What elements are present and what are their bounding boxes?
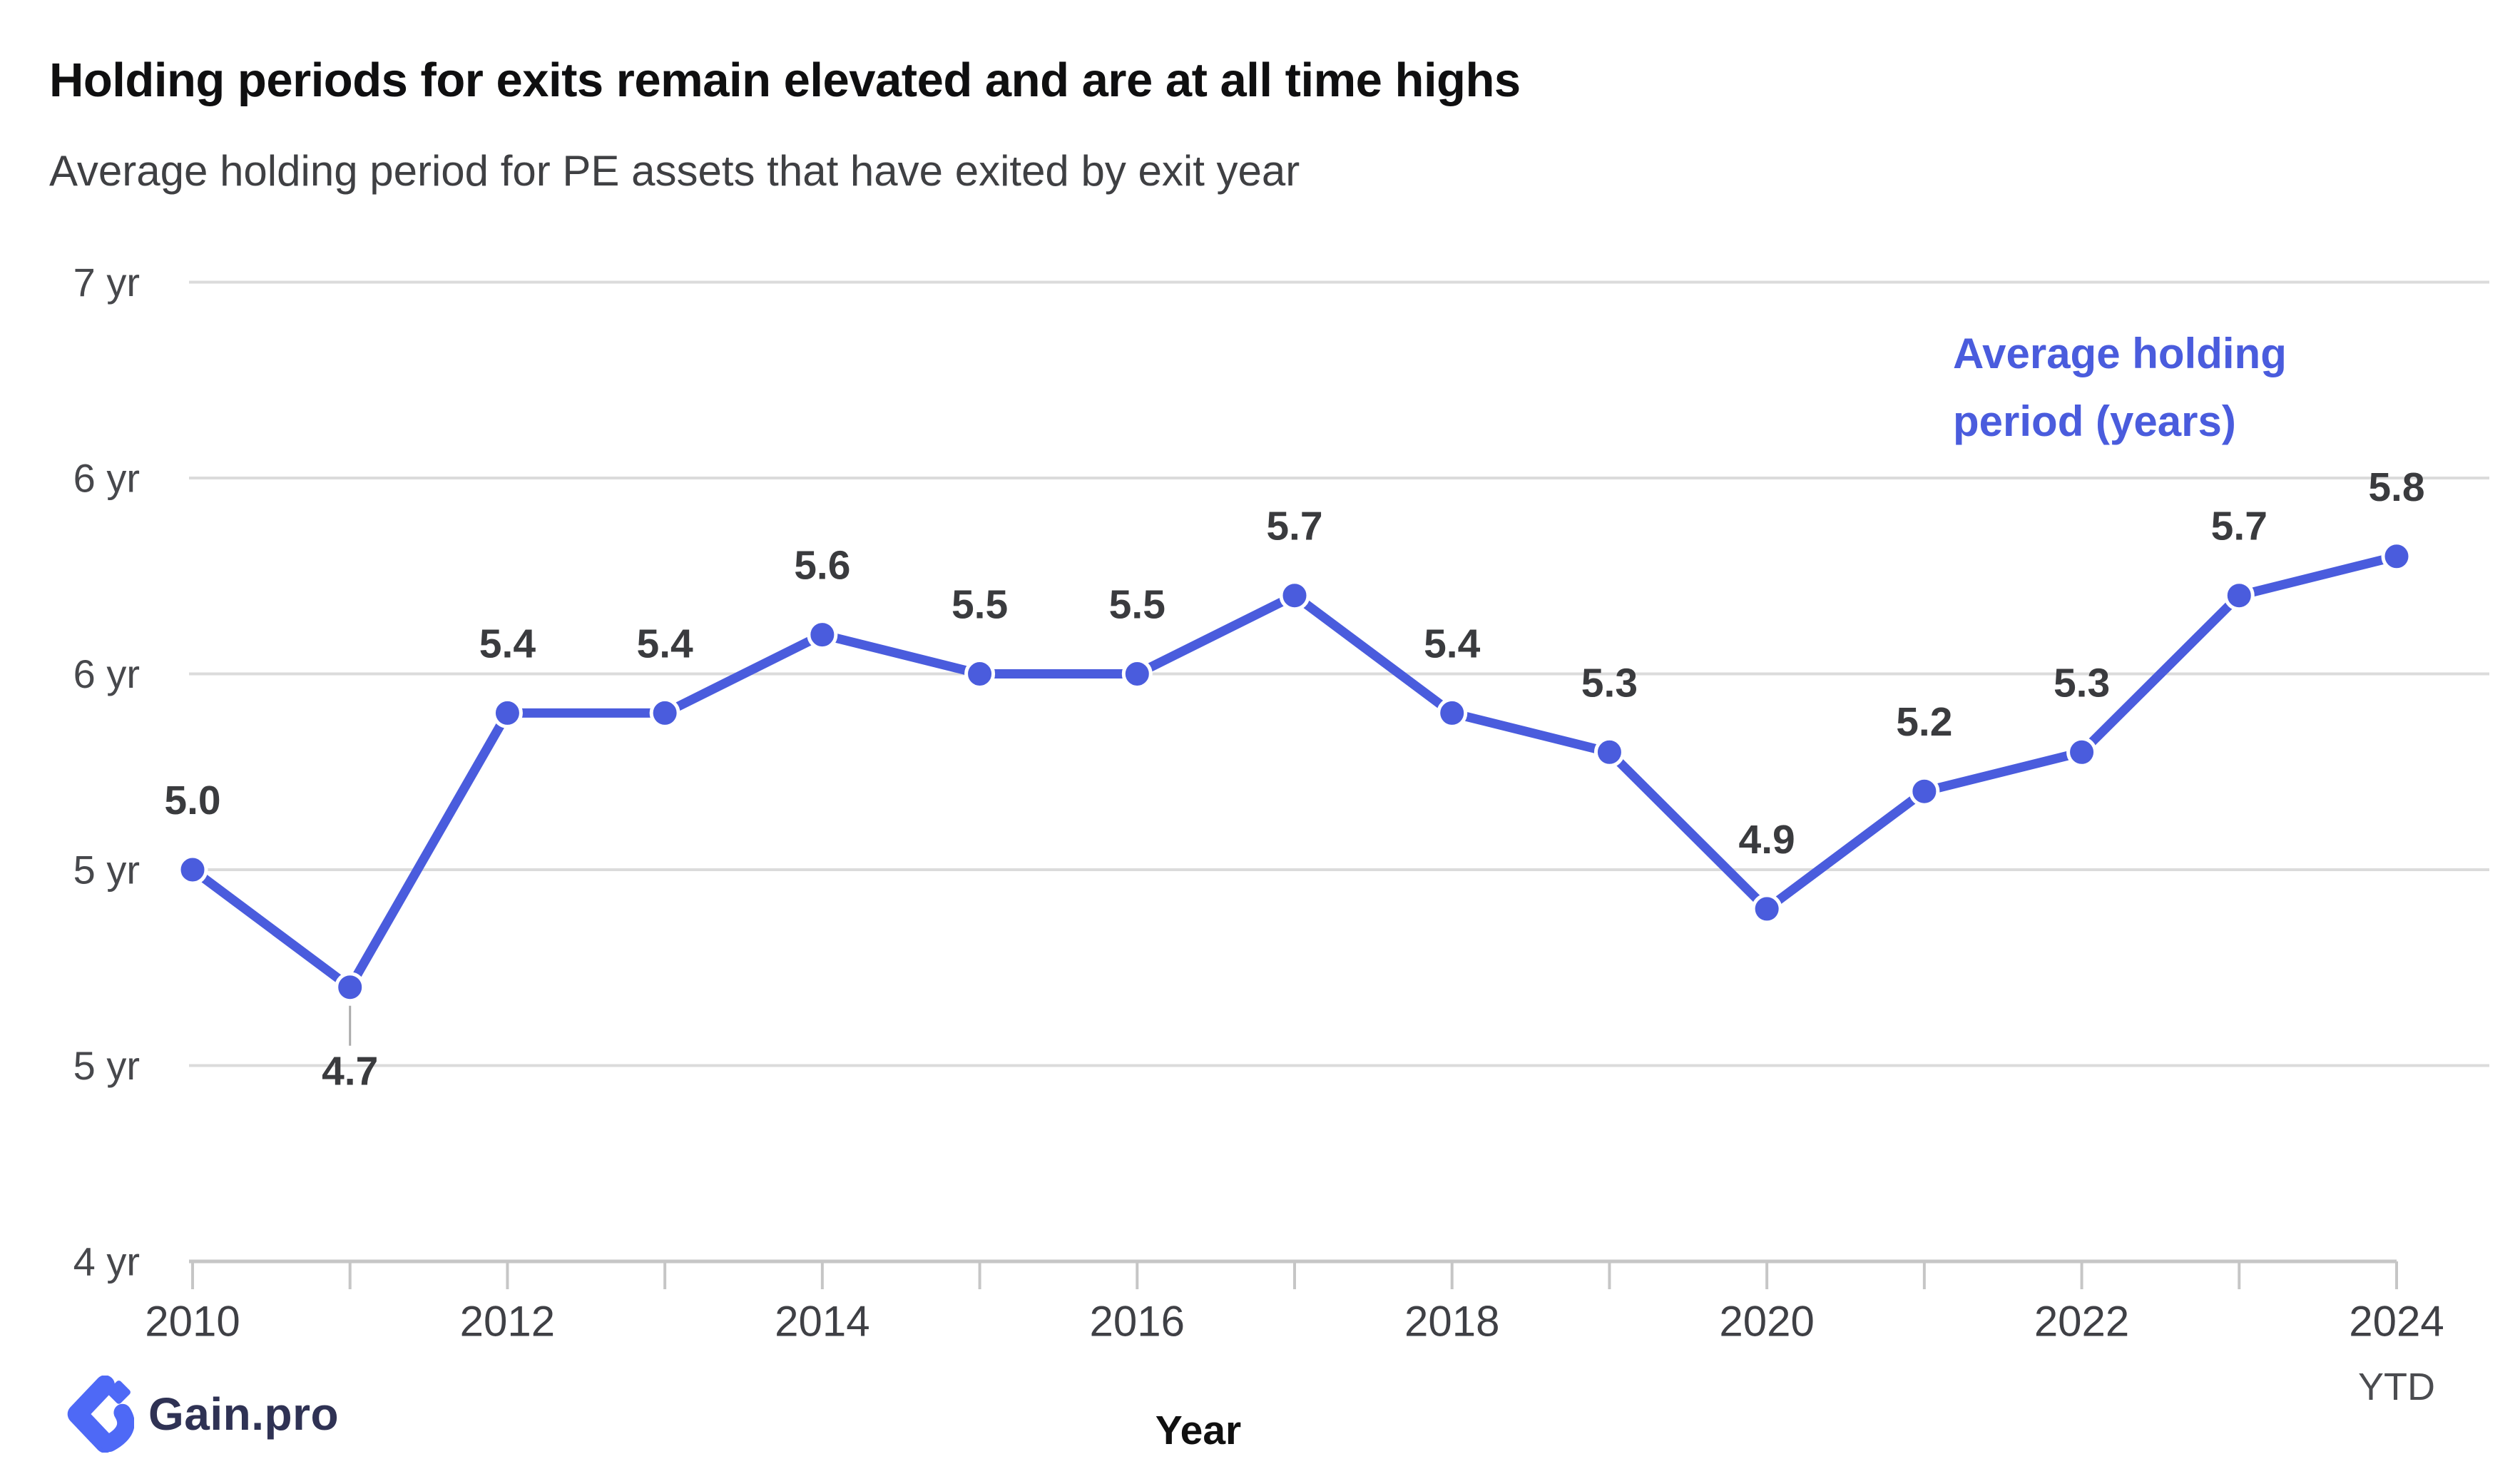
data-point bbox=[1437, 697, 1468, 728]
y-axis-label: 4 yr bbox=[73, 1239, 140, 1284]
data-point-label: 5.4 bbox=[637, 621, 694, 666]
data-point bbox=[1751, 893, 1782, 925]
data-point bbox=[1909, 776, 1940, 807]
x-tick-label: 2022 bbox=[2034, 1298, 2129, 1346]
gainpro-logo-icon bbox=[67, 1376, 134, 1453]
data-point bbox=[335, 972, 366, 1003]
y-axis-label: 5 yr bbox=[73, 1043, 140, 1088]
series-legend: Average holding period (years) bbox=[1953, 320, 2287, 455]
data-point-label: 5.7 bbox=[1266, 504, 1322, 549]
legend-line-1: Average holding bbox=[1953, 330, 2287, 377]
data-point bbox=[2381, 541, 2412, 572]
gainpro-logo-text: Gain.pro bbox=[148, 1388, 340, 1440]
data-point bbox=[491, 697, 523, 728]
gainpro-logo: Gain.pro bbox=[61, 1376, 339, 1453]
data-point-label: 5.5 bbox=[1109, 582, 1165, 628]
legend-line-2: period (years) bbox=[1953, 397, 2236, 445]
x-tick-label: 2014 bbox=[775, 1298, 869, 1346]
x-tick-label: 2024 bbox=[2349, 1298, 2444, 1346]
y-axis-label: 6 yr bbox=[73, 456, 140, 501]
data-point bbox=[649, 697, 680, 728]
data-point-label: 5.4 bbox=[1424, 621, 1481, 666]
data-point-label: 5.6 bbox=[794, 543, 850, 589]
data-point-label: 4.7 bbox=[322, 1049, 378, 1094]
data-point-label: 5.8 bbox=[2368, 464, 2424, 510]
data-point bbox=[1593, 736, 1625, 768]
data-point bbox=[2223, 580, 2255, 611]
y-axis-label: 6 yr bbox=[73, 651, 140, 696]
data-point-label: 5.5 bbox=[952, 582, 1008, 628]
ytd-note: YTD bbox=[2358, 1366, 2435, 1408]
data-point-label: 5.3 bbox=[2054, 660, 2110, 706]
x-tick-label: 2012 bbox=[460, 1298, 555, 1346]
data-point bbox=[1279, 580, 1310, 611]
x-tick-label: 2020 bbox=[1719, 1298, 1814, 1346]
x-tick-label: 2018 bbox=[1404, 1298, 1499, 1346]
data-point bbox=[1121, 659, 1153, 689]
data-point-label: 5.0 bbox=[164, 778, 220, 823]
y-axis-label: 7 yr bbox=[73, 260, 140, 305]
y-axis-label: 5 yr bbox=[73, 848, 140, 893]
data-point-label: 5.7 bbox=[2211, 504, 2268, 549]
chart-title: Holding periods for exits remain elevate… bbox=[49, 54, 1521, 107]
data-point-label: 5.4 bbox=[479, 621, 536, 666]
data-point-label: 5.3 bbox=[1581, 660, 1638, 706]
x-tick-label: 2010 bbox=[145, 1298, 240, 1346]
x-axis-title: Year bbox=[1155, 1408, 1242, 1453]
data-point bbox=[177, 854, 208, 885]
x-tick-label: 2016 bbox=[1090, 1298, 1185, 1346]
data-point bbox=[807, 619, 838, 651]
data-point bbox=[2066, 736, 2098, 768]
data-point bbox=[964, 659, 996, 689]
chart-subtitle: Average holding period for PE assets tha… bbox=[49, 147, 1300, 195]
data-point-label: 4.9 bbox=[1739, 817, 1795, 863]
data-point-label: 5.2 bbox=[1896, 699, 1952, 745]
